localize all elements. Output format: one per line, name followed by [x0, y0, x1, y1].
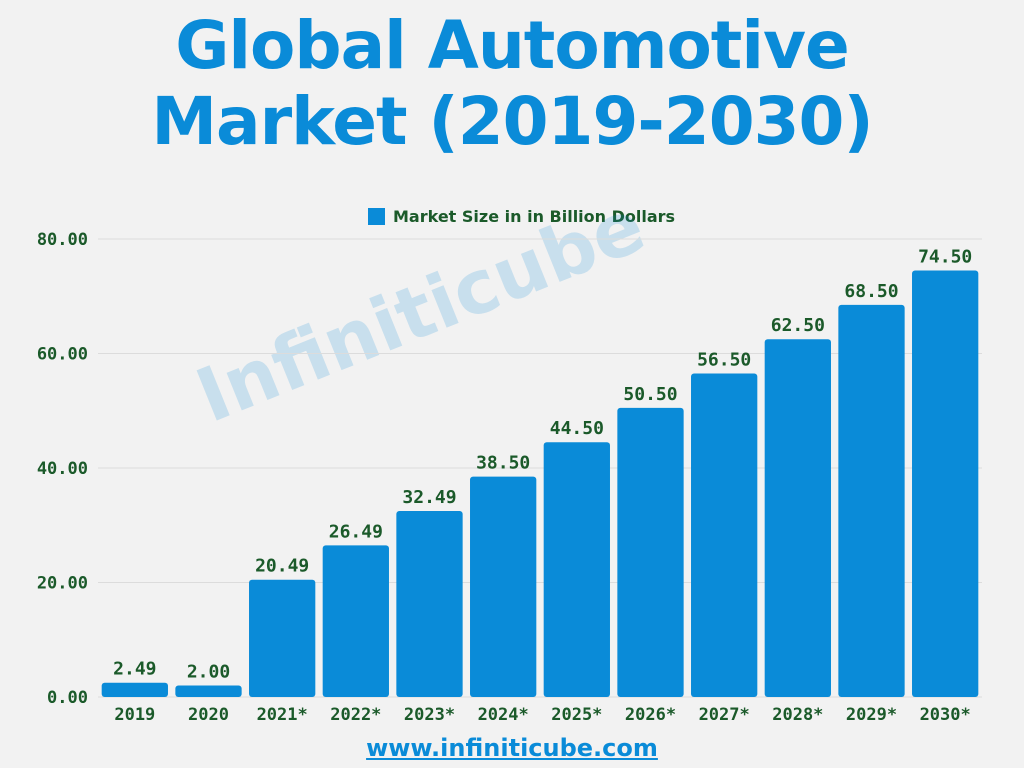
y-tick-label: 40.00 [37, 459, 88, 479]
bar [838, 304, 905, 697]
data-label: 74.50 [918, 246, 972, 267]
x-tick-label: 2022* [330, 705, 381, 725]
x-tick-label: 2021* [257, 705, 308, 725]
x-tick-label: 2025* [551, 705, 602, 725]
chart-title: Global Automotive Market (2019-2030) [0, 8, 1024, 160]
bar [175, 685, 242, 697]
bar [617, 407, 684, 697]
data-label: 20.49 [255, 556, 309, 577]
x-tick-label: 2024* [478, 705, 529, 725]
y-tick-label: 80.00 [37, 230, 88, 250]
data-label: 62.50 [771, 315, 825, 336]
data-label: 38.50 [476, 453, 530, 474]
x-tick-label: 2027* [699, 705, 750, 725]
source-link[interactable]: www.infiniticube.com [366, 734, 658, 762]
x-tick-label: 2026* [625, 705, 676, 725]
legend-label: Market Size in in Billion Dollars [393, 207, 676, 226]
chart-title-line-1: Global Automotive [175, 7, 850, 84]
data-label: 2.49 [113, 659, 156, 680]
bar [470, 476, 537, 697]
data-label: 68.50 [844, 281, 898, 302]
data-label: 26.49 [329, 521, 383, 542]
bar [396, 510, 463, 697]
data-label: 2.00 [187, 662, 230, 683]
data-label: 56.50 [697, 350, 751, 371]
x-tick-label: 2030* [920, 705, 971, 725]
x-tick-label: 2029* [846, 705, 897, 725]
x-tick-label: 2020 [188, 705, 229, 725]
y-tick-label: 60.00 [37, 345, 88, 365]
bar [249, 579, 316, 697]
bar [764, 339, 831, 697]
y-tick-label: 0.00 [47, 688, 88, 708]
x-tick-label: 2023* [404, 705, 455, 725]
bar [912, 270, 979, 697]
bar [101, 682, 168, 697]
legend-swatch [368, 208, 385, 225]
bar [543, 442, 610, 697]
bar [691, 373, 758, 697]
y-tick-label: 20.00 [37, 574, 88, 594]
data-label: 32.49 [402, 487, 456, 508]
legend: Market Size in in Billion Dollars [368, 207, 675, 226]
x-tick-label: 2028* [772, 705, 823, 725]
data-label: 50.50 [623, 384, 677, 405]
x-tick-label: 2019 [114, 705, 155, 725]
data-label: 44.50 [550, 418, 604, 439]
bar [322, 545, 389, 697]
chart-title-line-2: Market (2019-2030) [151, 83, 873, 160]
